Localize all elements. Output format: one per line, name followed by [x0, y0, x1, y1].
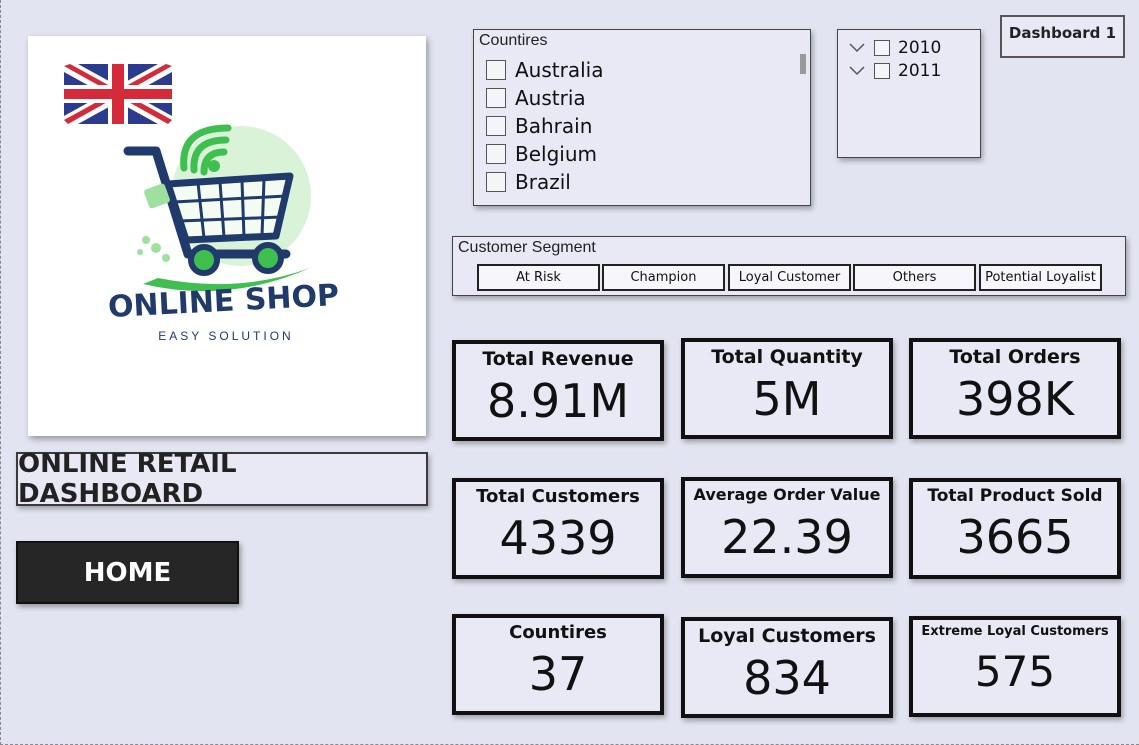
- brand-text: ONLINE SHOP: [107, 278, 340, 325]
- kpi-loyal-customers: Loyal Customers 834: [681, 617, 893, 718]
- segment-option-potential-loyalist[interactable]: Potential Loyalist: [979, 264, 1102, 291]
- kpi-label: Total Customers: [476, 486, 640, 507]
- country-label: Brazil: [515, 170, 571, 194]
- year-item[interactable]: 2011: [848, 59, 941, 82]
- kpi-label: Average Order Value: [693, 485, 881, 504]
- chevron-down-icon[interactable]: [848, 64, 866, 78]
- scrollbar-thumb[interactable]: [800, 54, 806, 74]
- checkbox[interactable]: [874, 39, 890, 56]
- kpi-label: Extreme Loyal Customers: [921, 624, 1109, 639]
- kpi-value: 37: [528, 647, 588, 701]
- kpi-value: 8.91M: [486, 374, 630, 428]
- kpi-total-orders: Total Orders 398K: [909, 338, 1121, 439]
- logo-panel: ONLINE SHOP EASY SOLUTION: [28, 36, 426, 436]
- country-list: Australia Austria Bahrain Belgium Brazil: [486, 56, 603, 196]
- country-item[interactable]: Austria: [486, 84, 603, 112]
- country-item[interactable]: Belgium: [486, 140, 603, 168]
- country-label: Belgium: [515, 142, 597, 166]
- country-item[interactable]: Australia: [486, 56, 603, 84]
- checkbox[interactable]: [486, 144, 506, 164]
- country-slicer-title: Countires: [479, 32, 548, 49]
- segment-option-champion[interactable]: Champion: [602, 264, 725, 291]
- segment-option-loyal-customer[interactable]: Loyal Customer: [728, 264, 851, 291]
- home-button[interactable]: HOME: [16, 541, 239, 604]
- kpi-extreme-loyal-customers: Extreme Loyal Customers 575: [909, 616, 1121, 717]
- year-list: 2010 2011: [848, 36, 941, 82]
- online-shop-logo: ONLINE SHOP EASY SOLUTION: [64, 64, 340, 343]
- year-slicer[interactable]: 2010 2011: [837, 29, 981, 158]
- customer-segment-slicer[interactable]: Customer Segment At Risk Champion Loyal …: [452, 236, 1126, 296]
- kpi-value: 834: [743, 651, 831, 705]
- kpi-total-product-sold: Total Product Sold 3665: [909, 478, 1121, 579]
- chevron-down-icon[interactable]: [848, 41, 866, 55]
- kpi-label: Total Product Sold: [927, 486, 1103, 506]
- kpi-value: 398K: [956, 372, 1074, 426]
- kpi-value: 3665: [956, 510, 1074, 564]
- wifi-signal-icon: [180, 124, 232, 176]
- country-item[interactable]: Bahrain: [486, 112, 603, 140]
- kpi-value: 5M: [752, 372, 822, 426]
- dashboard-title: ONLINE RETAIL DASHBOARD: [16, 449, 428, 509]
- kpi-label: Loyal Customers: [698, 625, 876, 647]
- uk-flag-icon: [64, 64, 172, 124]
- kpi-value: 22.39: [721, 510, 853, 564]
- segment-slicer-title: Customer Segment: [458, 239, 596, 256]
- checkbox[interactable]: [486, 172, 506, 192]
- year-label: 2010: [898, 37, 942, 58]
- checkbox[interactable]: [486, 60, 506, 80]
- segment-option-others[interactable]: Others: [853, 264, 976, 291]
- checkbox[interactable]: [486, 88, 506, 108]
- kpi-value: 575: [974, 647, 1056, 696]
- checkbox[interactable]: [874, 62, 890, 79]
- segment-option-at-risk[interactable]: At Risk: [477, 264, 600, 291]
- dashboard-1-button[interactable]: Dashboard 1: [1000, 15, 1125, 58]
- kpi-label: Total Quantity: [711, 346, 863, 368]
- country-item[interactable]: Brazil: [486, 168, 603, 196]
- kpi-label: Total Revenue: [482, 348, 634, 370]
- brand-tagline: EASY SOLUTION: [158, 329, 293, 343]
- kpi-label: Total Orders: [949, 346, 1081, 368]
- kpi-total-customers: Total Customers 4339: [452, 478, 664, 579]
- country-label: Austria: [515, 86, 586, 110]
- country-slicer[interactable]: Countires Australia Austria Bahrain Belg…: [473, 29, 811, 206]
- kpi-average-order-value: Average Order Value 22.39: [681, 477, 893, 578]
- kpi-label: Countires: [509, 622, 607, 643]
- year-label: 2011: [898, 60, 942, 81]
- kpi-total-revenue: Total Revenue 8.91M: [452, 340, 664, 441]
- kpi-value: 4339: [499, 511, 617, 565]
- shopping-cart-icon: [123, 146, 294, 276]
- year-item[interactable]: 2010: [848, 36, 941, 59]
- country-label: Bahrain: [515, 114, 593, 138]
- country-label: Australia: [515, 58, 604, 82]
- kpi-total-quantity: Total Quantity 5M: [681, 338, 893, 439]
- checkbox[interactable]: [486, 116, 506, 136]
- kpi-countries: Countires 37: [452, 614, 664, 715]
